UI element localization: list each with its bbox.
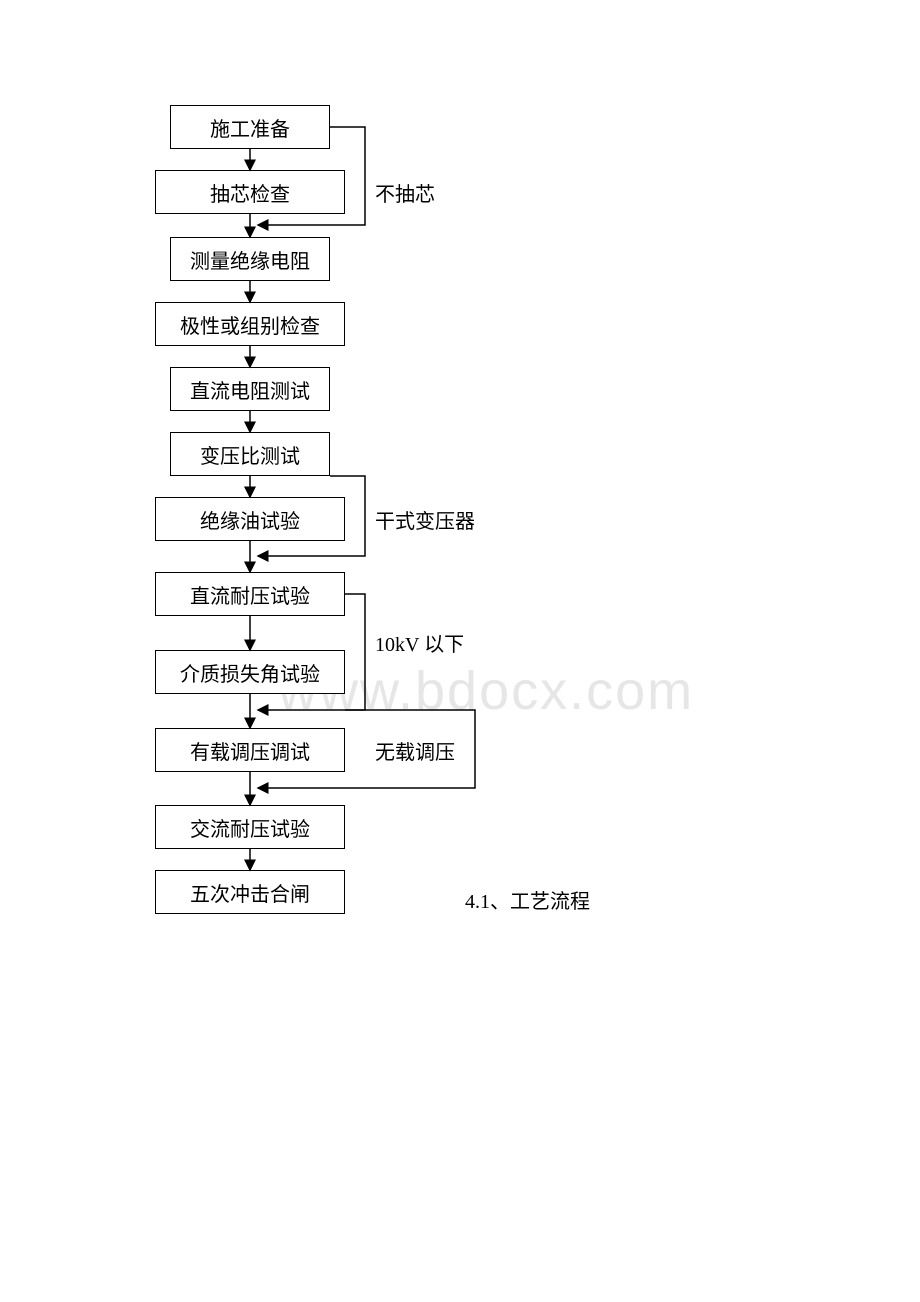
node-label: 直流电阻测试 bbox=[190, 375, 310, 404]
node-polarity: 极性或组别检查 bbox=[155, 302, 345, 346]
side-label-no-load: 无载调压 bbox=[375, 736, 455, 765]
node-impulse-close: 五次冲击合闸 bbox=[155, 870, 345, 914]
node-dielectric-loss: 介质损失角试验 bbox=[155, 650, 345, 694]
node-core-check: 抽芯检查 bbox=[155, 170, 345, 214]
node-label: 测量绝缘电阻 bbox=[190, 245, 310, 274]
node-dc-withstand: 直流耐压试验 bbox=[155, 572, 345, 616]
node-label: 交流耐压试验 bbox=[190, 813, 310, 842]
node-label: 抽芯检查 bbox=[210, 178, 290, 207]
node-ac-withstand: 交流耐压试验 bbox=[155, 805, 345, 849]
node-label: 施工准备 bbox=[210, 113, 290, 142]
node-label: 变压比测试 bbox=[200, 440, 300, 469]
node-prep: 施工准备 bbox=[170, 105, 330, 149]
node-label: 绝缘油试验 bbox=[200, 505, 300, 534]
node-label: 极性或组别检查 bbox=[180, 310, 320, 339]
node-dc-resistance: 直流电阻测试 bbox=[170, 367, 330, 411]
node-oil-test: 绝缘油试验 bbox=[155, 497, 345, 541]
side-label-dry-type: 干式变压器 bbox=[375, 505, 475, 534]
side-label-10kv: 10kV 以下 bbox=[375, 628, 464, 657]
node-label: 直流耐压试验 bbox=[190, 580, 310, 609]
side-label-no-core: 不抽芯 bbox=[375, 178, 435, 207]
node-label: 介质损失角试验 bbox=[180, 658, 320, 687]
node-label: 有载调压调试 bbox=[190, 736, 310, 765]
node-insulation-res: 测量绝缘电阻 bbox=[170, 237, 330, 281]
caption: 4.1、工艺流程 bbox=[465, 885, 590, 914]
node-ratio-test: 变压比测试 bbox=[170, 432, 330, 476]
node-onload-tap: 有载调压调试 bbox=[155, 728, 345, 772]
node-label: 五次冲击合闸 bbox=[190, 878, 310, 907]
